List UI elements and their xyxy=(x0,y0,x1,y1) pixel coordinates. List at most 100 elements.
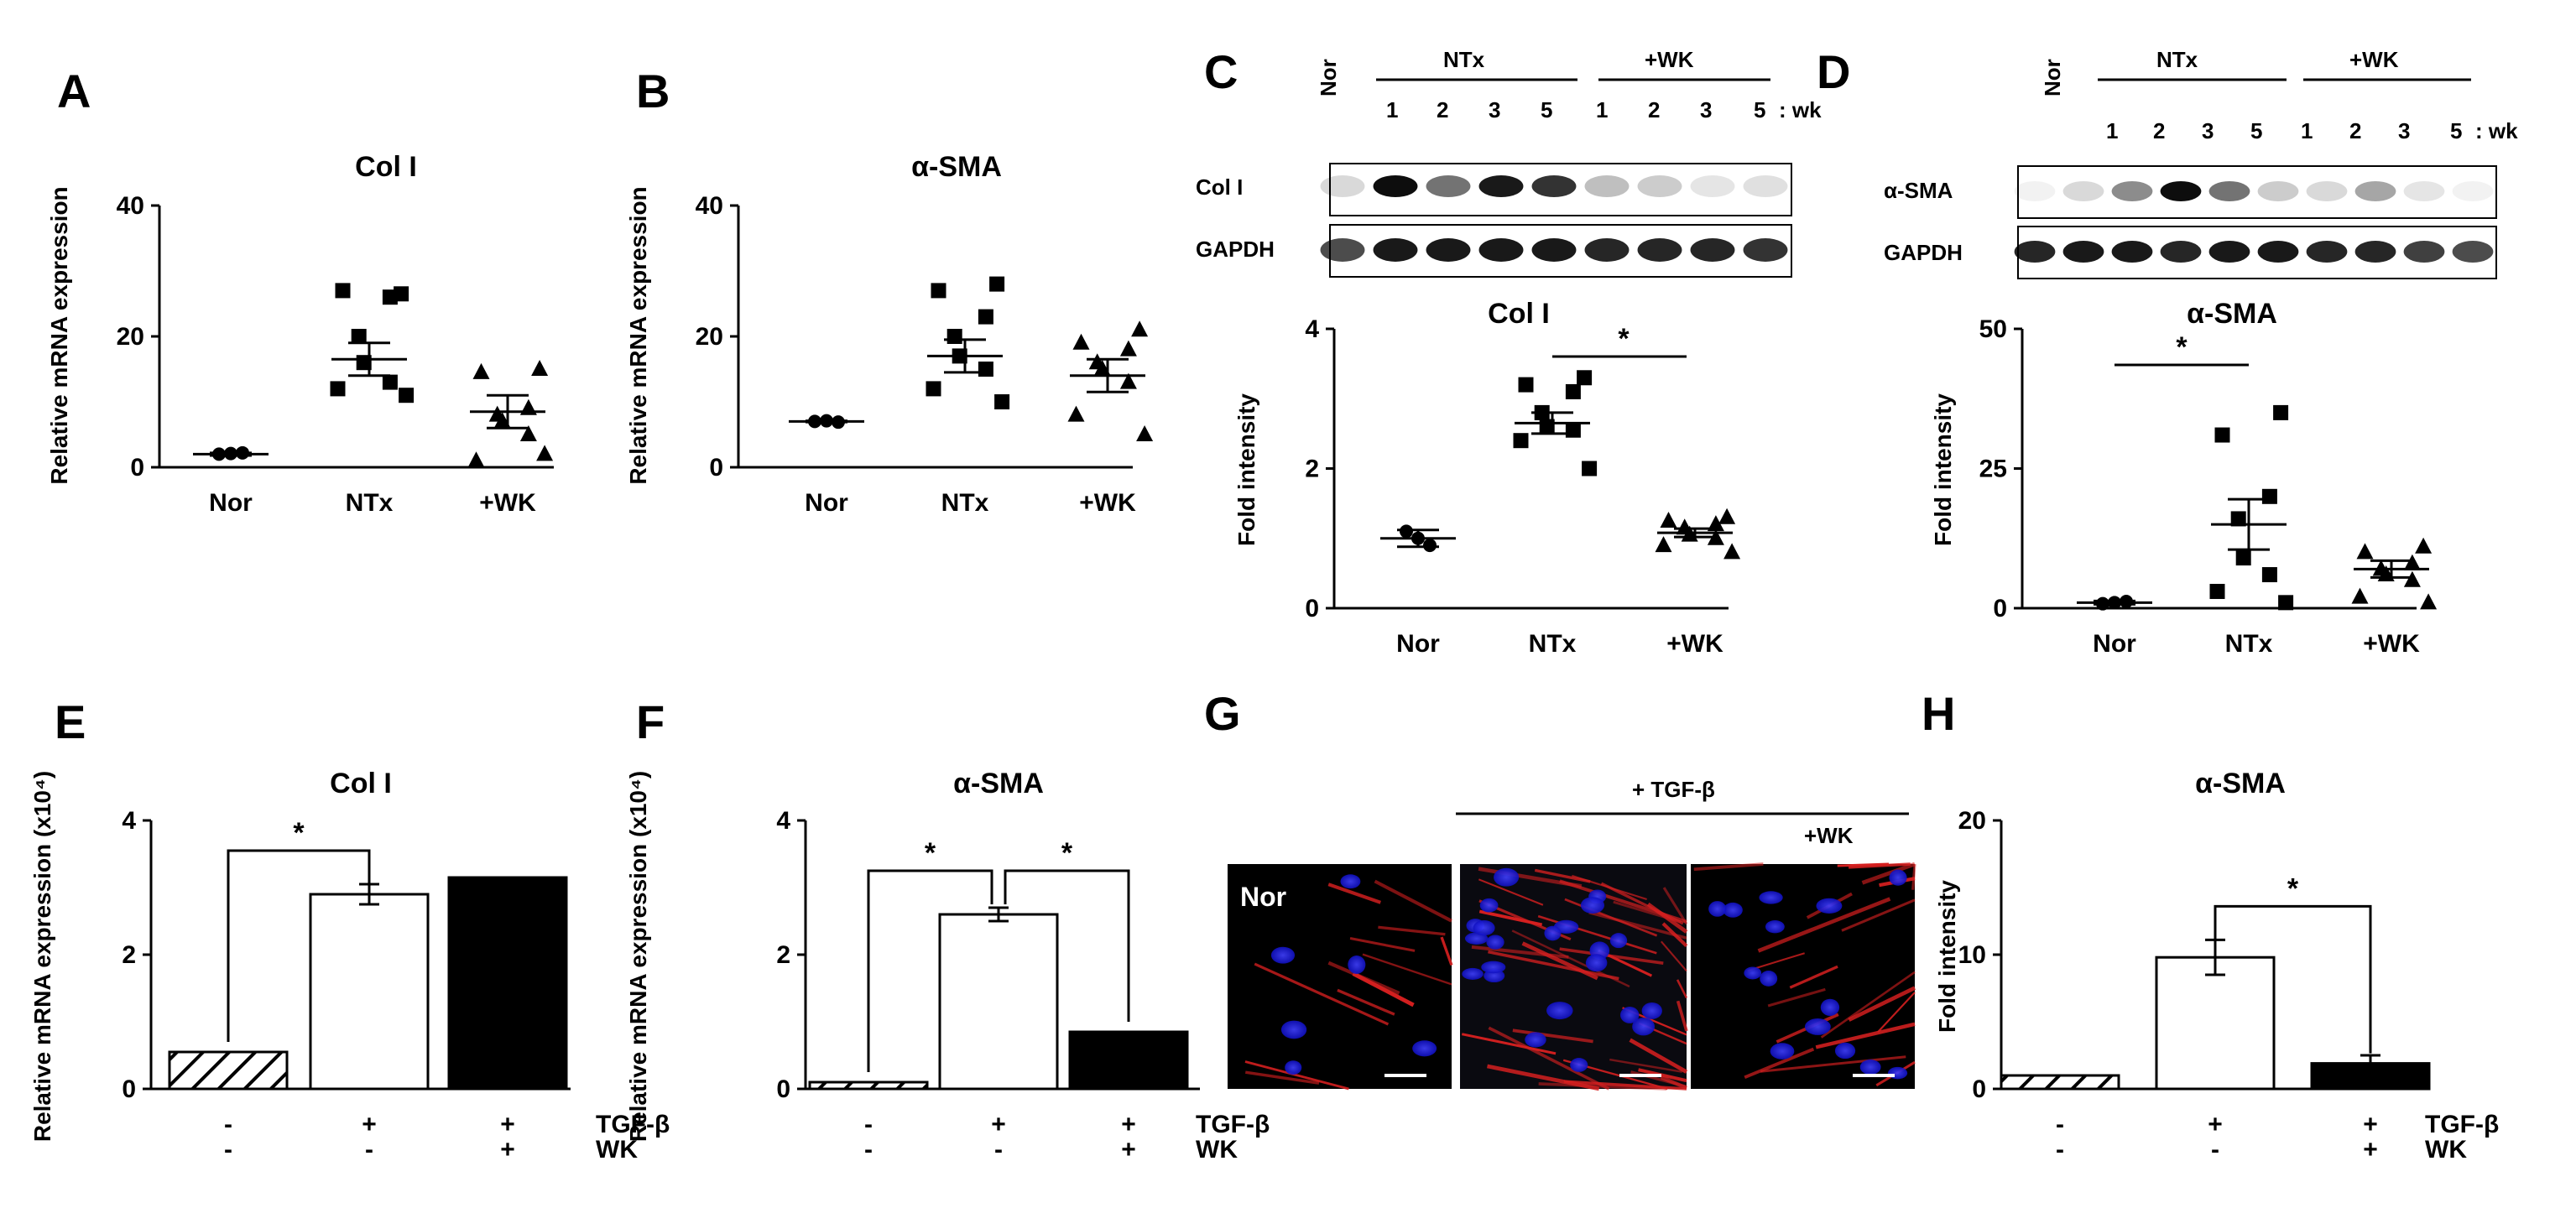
actin-fiber xyxy=(1588,911,1687,940)
blot-d-group-ntx: NTx xyxy=(2156,47,2198,72)
y-tick-label: 4 xyxy=(776,807,790,835)
data-point xyxy=(399,388,415,404)
blot-band-asma xyxy=(2354,181,2396,201)
nucleus xyxy=(1859,1060,1881,1075)
actin-fiber xyxy=(1815,1022,1916,1049)
y-axis-label: Relative mRNA expression xyxy=(46,186,72,484)
nucleus xyxy=(1765,919,1785,934)
bar xyxy=(447,876,568,1091)
data-point xyxy=(2273,404,2289,420)
nucleus xyxy=(1270,946,1296,964)
y-tick-label: 20 xyxy=(1958,807,1986,835)
actin-fiber xyxy=(1378,925,1446,936)
actin-fiber xyxy=(1911,863,1916,890)
blot-c-group-wk: +WK xyxy=(1645,47,1694,72)
actin-fiber xyxy=(1534,868,1591,883)
chart-b: α-SMA Relative mRNA expression 0 20 40 Nor NTx… xyxy=(625,151,1154,517)
actin-fiber xyxy=(1609,1058,1682,1073)
actin-fiber xyxy=(1646,902,1688,934)
y-axis-label: Relative mRNA expression (x10⁴) xyxy=(29,771,55,1142)
actin-fiber xyxy=(1254,962,1390,1026)
nucleus xyxy=(1744,966,1762,980)
panel-label-a: A xyxy=(57,65,91,117)
data-point xyxy=(467,451,485,468)
chart-title: α-SMA xyxy=(911,151,1002,183)
actin-fiber xyxy=(1478,878,1544,906)
if-header-tgfb: + TGF-β xyxy=(1632,777,1715,802)
y-tick-label: 0 xyxy=(1305,595,1319,622)
blot-d-lane-5: 5 xyxy=(2250,118,2262,143)
immunofluorescence-g: + TGF-β +WK Nor xyxy=(1228,777,1916,1091)
data-point xyxy=(1423,539,1437,553)
data-point xyxy=(994,394,1010,409)
y-axis-label: Relative mRNA expression (x10⁴) xyxy=(625,771,651,1142)
panel-label-f: F xyxy=(636,695,665,748)
blot-d-row-asma: α-SMA xyxy=(1884,178,1953,203)
blot-band-coli xyxy=(1426,175,1471,197)
actin-fiber xyxy=(1841,898,1916,932)
condition-sign: + xyxy=(500,1136,515,1164)
blot-band-gapdh xyxy=(2452,241,2494,263)
condition-label: WK xyxy=(2425,1136,2467,1164)
data-point xyxy=(1072,333,1090,350)
nucleus xyxy=(1525,1032,1546,1048)
y-tick-label: 20 xyxy=(117,323,144,351)
y-tick-label: 2 xyxy=(122,941,136,969)
y-tick-label: 2 xyxy=(1305,456,1319,483)
actin-fiber xyxy=(1676,1000,1688,1032)
nucleus xyxy=(1580,897,1605,914)
condition-sign: + xyxy=(2208,1111,2223,1138)
data-point xyxy=(2415,537,2433,554)
y-tick-label: 0 xyxy=(1972,1075,1986,1103)
actin-fiber xyxy=(1244,1060,1349,1091)
nucleus xyxy=(1609,933,1628,949)
x-tick-label: Nor xyxy=(209,489,253,517)
y-tick-label: 0 xyxy=(130,454,144,482)
y-tick-label: 4 xyxy=(122,807,136,835)
data-point xyxy=(931,283,946,299)
bar xyxy=(1068,1030,1189,1091)
blot-d-lane-3b: 3 xyxy=(2398,118,2410,143)
nucleus xyxy=(1632,1018,1656,1036)
blot-d-lane-2: 2 xyxy=(2153,118,2165,143)
blot-band-asma xyxy=(2306,181,2348,201)
significance-star: * xyxy=(2176,331,2188,363)
data-point xyxy=(1131,320,1149,337)
actin-fiber xyxy=(1848,986,1916,1022)
blot-band-asma xyxy=(2160,181,2202,201)
nucleus xyxy=(1494,867,1520,887)
chart-title: α-SMA xyxy=(2195,768,2286,799)
blot-band-coli xyxy=(1584,175,1630,197)
blot-band-asma xyxy=(2208,181,2250,201)
blot-c-lane-3: 3 xyxy=(1489,97,1500,122)
blot-band-coli xyxy=(1320,175,1365,197)
blot-d-group-wk: +WK xyxy=(2349,47,2399,72)
blot-band-coli xyxy=(1373,175,1418,197)
blot-band-coli xyxy=(1637,175,1682,197)
significance-bracket xyxy=(2214,904,2372,1054)
nucleus xyxy=(1570,1058,1588,1072)
blot-c-lane-5: 5 xyxy=(1541,97,1552,122)
actin-fiber xyxy=(1327,883,1381,904)
blot-band-gapdh xyxy=(1531,238,1577,262)
data-point xyxy=(989,276,1005,292)
significance-bracket xyxy=(227,849,371,1042)
x-tick-label: Nor xyxy=(805,489,848,517)
western-blot-d: Nor NTx +WK 1 2 3 5 1 2 3 5 : wk α-SMA G… xyxy=(1884,47,2518,279)
actin-fiber xyxy=(1538,1082,1667,1091)
data-point xyxy=(2214,427,2230,443)
blot-c-lane-1: 1 xyxy=(1386,97,1398,122)
blot-d-lane-5b: 5 xyxy=(2450,118,2462,143)
nucleus xyxy=(1804,1018,1831,1035)
data-point xyxy=(1400,524,1413,539)
chart-a: Col I Relative mRNA expression 0 20 40 Nor NTx… xyxy=(46,151,554,517)
actin-fiber xyxy=(1849,862,1911,869)
y-tick-label: 0 xyxy=(776,1075,790,1103)
data-point xyxy=(1707,515,1724,532)
data-point xyxy=(536,445,554,461)
x-tick-label: NTx xyxy=(346,489,394,517)
chart-title: Col I xyxy=(1488,298,1550,330)
y-tick-label: 50 xyxy=(1979,315,2007,343)
panel-label-g: G xyxy=(1204,687,1241,740)
